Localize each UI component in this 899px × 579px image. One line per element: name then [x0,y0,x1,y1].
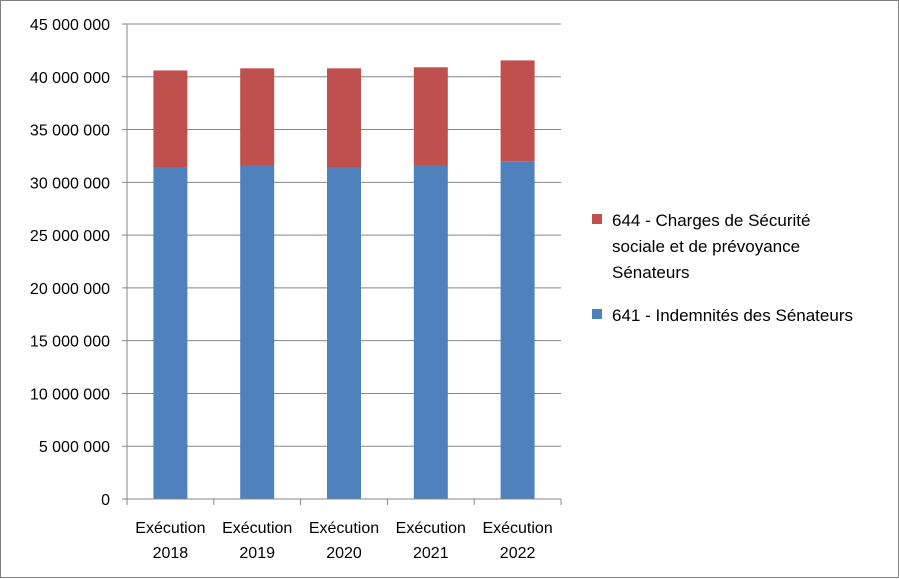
bar-segment-641-2020 [327,167,361,499]
y-axis-ticks: 0 5 000 000 10 000 000 15 000 000 20 000 000… [30,17,127,509]
x-tick-label: Exécution [222,520,292,537]
y-tick-label: 10 000 000 [30,386,110,403]
x-tick-label: 2021 [413,545,449,562]
y-tick-label: 30 000 000 [30,175,110,192]
legend-label: Sénateurs [612,263,690,282]
bar-segment-644-2019 [240,68,275,166]
bar-segment-641-2021 [413,165,448,499]
x-axis-ticks: Exécution 2018 Exécution 2019 Exécution 2020 E… [126,499,562,562]
bar-segment-641-2019 [240,165,275,499]
x-tick-label: Exécution [396,520,466,537]
y-tick-label: 20 000 000 [30,281,110,298]
legend-label: sociale et de prévoyance [612,237,800,256]
legend-label: 641 - Indemnités des Sénateurs [612,306,853,325]
x-tick-label: 2019 [239,545,275,562]
bar-segment-644-2020 [327,68,361,168]
y-tick-label: 15 000 000 [30,334,110,351]
legend-label: 644 - Charges de Sécurité [612,211,810,230]
x-tick-label: 2020 [326,545,362,562]
bar-segment-644-2018 [153,70,188,168]
y-tick-label: 0 [101,492,110,509]
bar-segment-644-2022 [500,60,535,162]
legend: 644 - Charges de Sécurité sociale et de p… [592,211,853,325]
y-tick-label: 5 000 000 [39,439,110,456]
bar-segment-644-2021 [413,67,448,166]
y-tick-label: 45 000 000 [30,17,110,34]
bar-segment-641-2022 [500,161,535,499]
bars [153,60,535,500]
y-tick-label: 35 000 000 [30,123,110,140]
x-tick-label: Exécution [309,520,379,537]
y-tick-label: 25 000 000 [30,228,110,245]
axes [126,24,561,500]
x-tick-label: 2018 [153,545,189,562]
x-tick-label: Exécution [482,520,552,537]
x-tick-label: Exécution [135,520,205,537]
bar-segment-641-2018 [153,167,188,500]
legend-swatch [592,214,602,224]
y-tick-label: 40 000 000 [30,70,110,87]
x-tick-label: 2022 [500,545,536,562]
legend-swatch [592,309,602,319]
